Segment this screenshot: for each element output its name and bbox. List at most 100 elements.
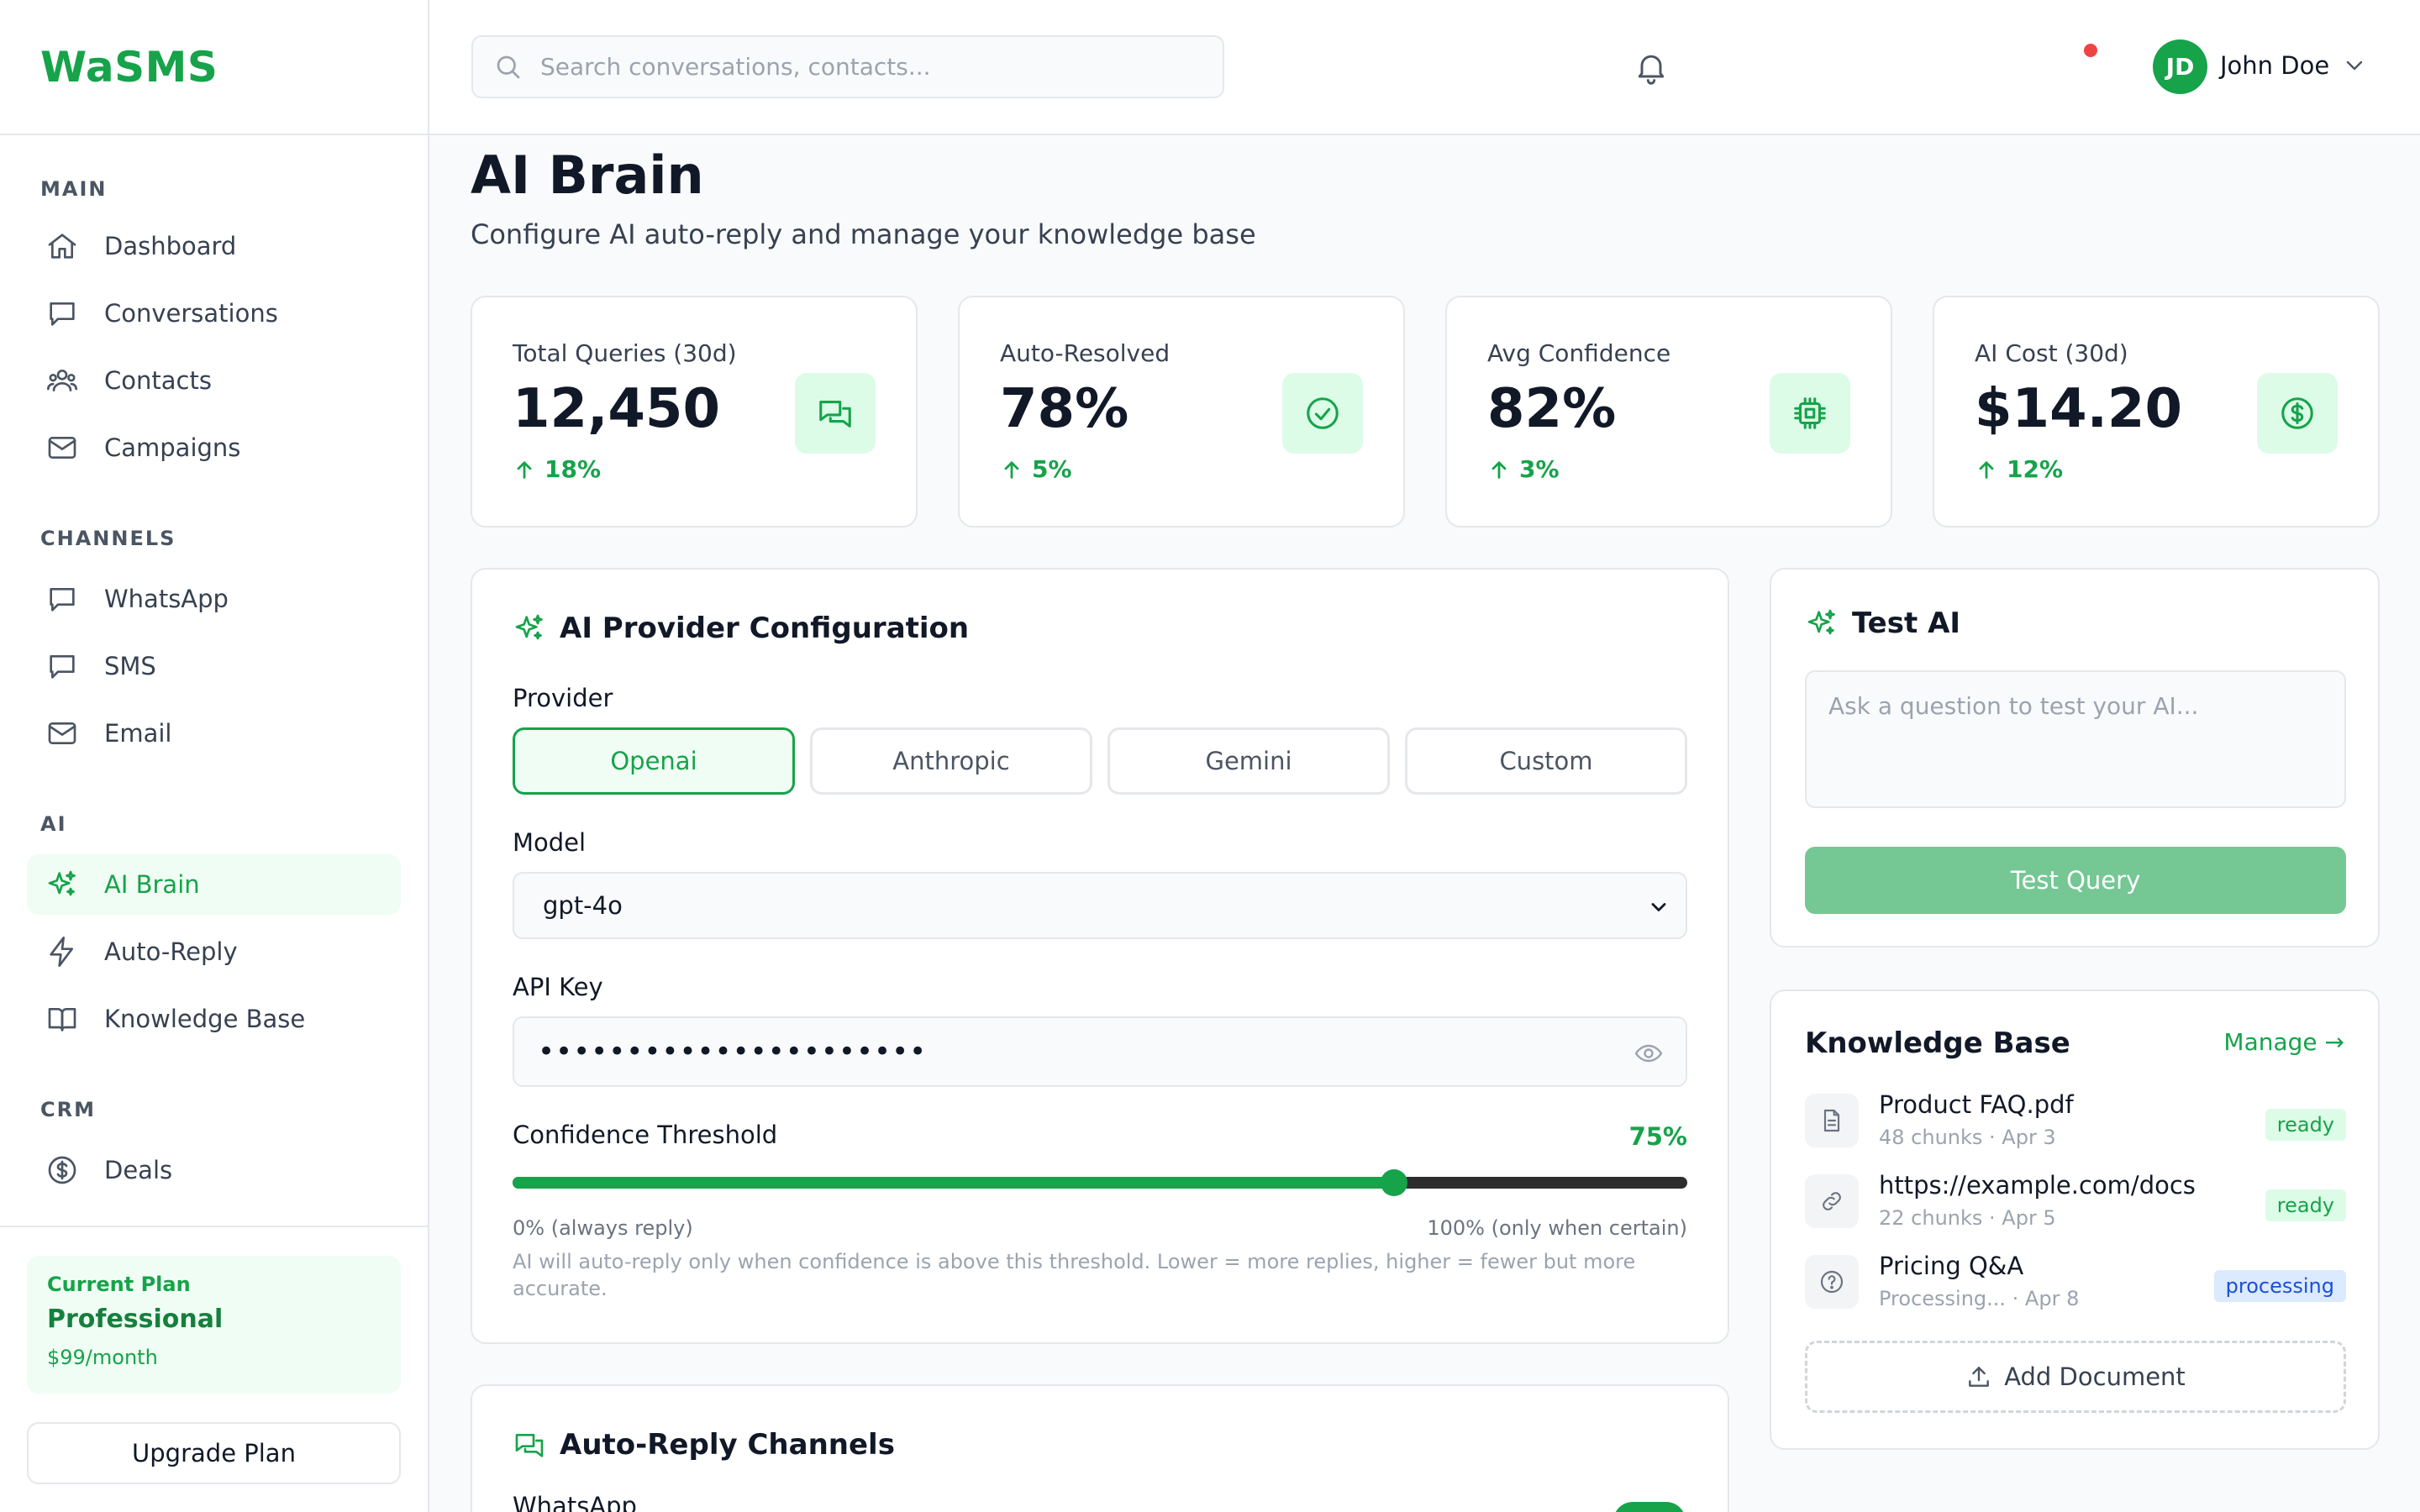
stat-value: $14.20: [1975, 378, 2182, 440]
sidebar-item-label: AI Brain: [104, 870, 200, 899]
add-document-button[interactable]: Add Document: [1805, 1341, 2346, 1413]
add-document-label: Add Document: [2004, 1362, 2186, 1391]
list-item[interactable]: https://example.com/docs 22 chunks · Apr…: [1805, 1171, 2346, 1231]
sidebar-item-label: Knowledge Base: [104, 1005, 306, 1033]
sidebar-item-knowledge-base[interactable]: Knowledge Base: [27, 989, 401, 1049]
model-label: Model: [513, 828, 587, 857]
chat-bubbles-icon: [819, 401, 851, 428]
app-logo[interactable]: WaSMS: [40, 42, 218, 92]
link-icon: [1823, 1192, 1841, 1210]
nav-section-main: MAIN: [40, 177, 108, 201]
stat-change: 3%: [1487, 455, 1560, 483]
sidebar-item-label: Dashboard: [104, 232, 237, 260]
sidebar-item-deals[interactable]: Deals: [27, 1140, 401, 1200]
stat-card-ai-cost: AI Cost (30d) $14.20 12%: [1933, 296, 2380, 528]
stat-change: 5%: [1000, 455, 1072, 483]
sidebar-item-ai-brain[interactable]: AI Brain: [27, 854, 401, 915]
arrow-up-icon: [1491, 460, 1507, 479]
sidebar-item-sms[interactable]: SMS: [27, 636, 401, 696]
sparkles-icon: [48, 870, 76, 896]
sidebar-item-label: Deals: [104, 1156, 173, 1184]
sidebar: WaSMS MAIN Dashboard Conversations Conta…: [0, 0, 429, 1512]
user-name[interactable]: John Doe: [2220, 51, 2330, 80]
sidebar-item-label: Auto-Reply: [104, 937, 238, 966]
doc-icon-box: [1805, 1174, 1859, 1228]
range-max-label: 100% (only when certain): [1427, 1216, 1687, 1240]
book-icon: [48, 1008, 76, 1032]
stat-icon-box: [1282, 373, 1363, 454]
chat-bubbles-icon: [515, 1434, 544, 1457]
stat-label: Avg Confidence: [1487, 339, 1671, 367]
sidebar-item-contacts[interactable]: Contacts: [27, 350, 401, 411]
stat-card-total-queries: Total Queries (30d) 12,450 18%: [471, 296, 918, 528]
stat-card-auto-resolved: Auto-Resolved 78% 5%: [958, 296, 1405, 528]
doc-icon-box: [1805, 1255, 1859, 1309]
file-icon: [1823, 1109, 1840, 1132]
stat-value: 82%: [1487, 378, 1617, 440]
model-select[interactable]: gpt-4o: [513, 872, 1687, 939]
sidebar-item-auto-reply[interactable]: Auto-Reply: [27, 921, 401, 982]
knowledge-base-title: Knowledge Base: [1805, 1026, 2070, 1060]
test-question-input[interactable]: [1805, 670, 2346, 808]
avatar[interactable]: JD: [2153, 39, 2207, 94]
sidebar-item-email[interactable]: Email: [27, 703, 401, 764]
manage-link[interactable]: Manage →: [2223, 1028, 2344, 1056]
mail-icon: [48, 437, 76, 459]
model-select-value: gpt-4o: [543, 891, 623, 920]
provider-anthropic-button[interactable]: Anthropic: [810, 727, 1092, 795]
card-title-text: Auto-Reply Channels: [560, 1428, 895, 1462]
chevron-down-icon[interactable]: [2341, 52, 2368, 79]
sidebar-item-campaigns[interactable]: Campaigns: [27, 417, 401, 478]
provider-custom-button[interactable]: Custom: [1405, 727, 1687, 795]
upgrade-plan-button[interactable]: Upgrade Plan: [27, 1422, 401, 1484]
page-subtitle: Configure AI auto-reply and manage your …: [471, 218, 1256, 250]
nav-section-crm: CRM: [40, 1098, 96, 1121]
range-min-label: 0% (always reply): [513, 1216, 693, 1240]
threshold-label: Confidence Threshold: [513, 1121, 778, 1149]
arrow-up-icon: [1979, 460, 1994, 479]
provider-gemini-button[interactable]: Gemini: [1107, 727, 1390, 795]
sidebar-item-dashboard[interactable]: Dashboard: [27, 216, 401, 276]
doc-meta: 22 chunks · Apr 5: [1879, 1206, 2056, 1230]
test-ai-title: Test AI: [1805, 606, 1960, 640]
stat-card-avg-confidence: Avg Confidence 82% 3%: [1445, 296, 1892, 528]
sidebar-item-whatsapp[interactable]: WhatsApp: [27, 569, 401, 629]
provider-config-title: AI Provider Configuration: [513, 612, 969, 645]
sidebar-item-label: Contacts: [104, 366, 212, 395]
auto-reply-title: Auto-Reply Channels: [513, 1428, 895, 1462]
card-title-text: AI Provider Configuration: [560, 612, 970, 645]
status-badge: ready: [2265, 1109, 2346, 1141]
channel-whatsapp-label: WhatsApp: [513, 1492, 637, 1512]
chat-icon: [50, 302, 75, 326]
stat-label: Total Queries (30d): [513, 339, 737, 367]
api-key-field[interactable]: ••••••••••••••••••••••: [513, 1016, 1687, 1087]
slider-thumb[interactable]: [1380, 1169, 1407, 1196]
provider-label: Provider: [513, 684, 613, 712]
doc-meta: Processing... · Apr 8: [1879, 1287, 2080, 1310]
arrow-up-icon: [1004, 460, 1019, 479]
arrow-up-icon: [517, 460, 532, 479]
nav-section-channels: CHANNELS: [40, 527, 176, 550]
whatsapp-auto-reply-toggle[interactable]: [1613, 1502, 1686, 1512]
eye-icon[interactable]: [1634, 1038, 1664, 1068]
users-icon: [47, 370, 77, 391]
sidebar-footer: Current Plan Professional $99/month Upgr…: [0, 1226, 428, 1512]
dollar-icon: [48, 1156, 76, 1184]
confidence-slider[interactable]: [513, 1169, 1687, 1196]
stat-change-value: 12%: [2007, 455, 2064, 483]
provider-openai-button[interactable]: Openai: [513, 727, 795, 795]
sidebar-item-label: Campaigns: [104, 433, 241, 462]
upload-icon: [1969, 1367, 1990, 1387]
bolt-icon: [50, 937, 73, 967]
notification-bell-icon[interactable]: [1633, 49, 1670, 86]
doc-name: Product FAQ.pdf: [1879, 1090, 2074, 1119]
list-item[interactable]: Pricing Q&A Processing... · Apr 8 proces…: [1805, 1252, 2346, 1312]
search-box[interactable]: [471, 35, 1224, 98]
search-input[interactable]: [540, 53, 1223, 81]
stat-change: 18%: [513, 455, 601, 483]
test-query-button[interactable]: Test Query: [1805, 847, 2346, 914]
sidebar-item-conversations[interactable]: Conversations: [27, 283, 401, 344]
list-item[interactable]: Product FAQ.pdf 48 chunks · Apr 3 ready: [1805, 1090, 2346, 1151]
card-title-text: Test AI: [1852, 606, 1961, 640]
stat-value: 12,450: [513, 378, 720, 440]
